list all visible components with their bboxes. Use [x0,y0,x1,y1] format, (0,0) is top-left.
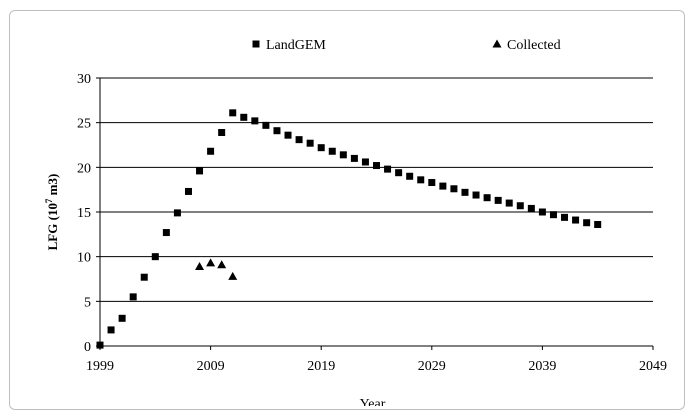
x-tick-label: 2039 [528,359,556,374]
data-point-square [594,221,602,229]
data-point-square [538,208,546,216]
data-point-square [229,109,237,117]
data-point-square [395,169,403,177]
data-point-square [439,182,447,190]
data-point-square [461,188,469,196]
data-point-square [218,128,226,136]
x-tick-label: 1999 [86,359,114,374]
data-point-square [173,209,181,217]
data-point-triangle [206,258,216,267]
data-point-square [107,326,115,334]
data-point-triangle [195,261,205,270]
data-point-square [129,293,137,301]
y-axis-title-tail: m3) [45,174,60,199]
data-points [96,109,602,349]
series-landgem [96,109,602,349]
legend-marker-collected [492,39,502,48]
x-axis-title: Year [360,397,386,406]
legend-label-collected: Collected [507,38,561,53]
data-point-square [350,154,358,162]
data-point-square [527,204,535,212]
axes [96,77,654,350]
data-point-square [572,216,580,224]
y-tick-label: 0 [84,340,91,355]
y-axis-title: LFG (107 m3) [44,174,60,251]
data-point-square [251,117,259,125]
data-point-square [406,172,414,180]
y-tick-label: 10 [77,251,91,266]
data-point-square [96,341,104,349]
data-point-square [207,147,215,155]
y-axis-title-superscript: 7 [44,198,54,203]
x-tick-label: 2019 [307,359,335,374]
legend-label-landgem: LandGEM [266,38,326,53]
y-tick-label: 5 [84,295,91,310]
data-point-square [583,219,591,227]
data-point-square [196,167,204,175]
data-point-square [417,176,425,184]
legend: LandGEM Collected [252,38,561,53]
data-point-square [516,202,524,210]
data-point-square [317,144,325,152]
data-point-triangle [228,271,238,280]
y-tick-label: 30 [77,72,91,87]
y-tick-label: 15 [77,206,91,221]
data-point-square [162,229,170,237]
data-point-square [118,314,126,322]
chart-frame: 0 5 10 15 20 25 30 1999 2009 2019 2029 2039 2049 La… [9,10,685,410]
data-point-square [273,127,281,135]
y-axis-title-base: LFG (10 [45,203,60,250]
y-tick-label: 25 [77,117,91,132]
series-collected [195,258,238,280]
data-point-square [151,253,159,261]
data-point-square [373,162,380,170]
data-point-square [494,196,502,204]
data-point-square [295,136,303,144]
data-point-square [184,187,192,195]
legend-marker-landgem [252,40,260,48]
data-point-square [339,151,347,159]
data-point-square [306,139,314,147]
data-point-square [472,191,480,199]
data-point-square [483,194,491,202]
data-point-square [549,211,557,219]
x-tick-label: 2029 [418,359,446,374]
data-point-square [561,213,569,221]
x-tick-label: 2009 [197,359,225,374]
data-point-square [450,185,458,193]
x-tick-labels: 1999 2009 2019 2029 2039 2049 [86,359,667,374]
data-point-square [428,179,436,187]
data-point-square [140,273,148,281]
data-point-square [328,147,336,155]
data-point-square [284,131,292,139]
data-point-square [240,113,248,121]
x-tick-label: 2049 [639,359,667,374]
chart: 0 5 10 15 20 25 30 1999 2009 2019 2029 2039 2049 La… [44,38,667,406]
data-point-square [505,199,513,207]
data-point-square [361,158,369,166]
y-tick-label: 20 [77,161,91,176]
grid-lines [100,77,653,302]
data-point-square [262,121,270,129]
data-point-square [384,165,392,173]
data-point-triangle [217,260,227,269]
y-tick-labels: 0 5 10 15 20 25 30 [77,72,91,355]
